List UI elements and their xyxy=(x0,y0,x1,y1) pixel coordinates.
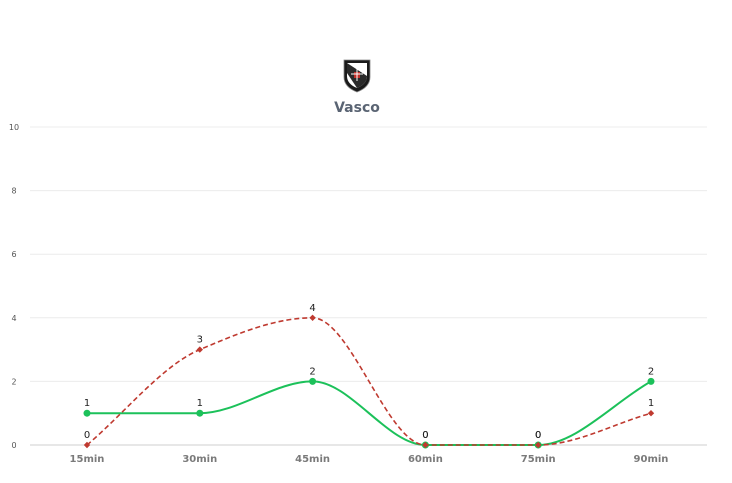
data-point-red[interactable] xyxy=(422,441,429,449)
y-tick-label: 6 xyxy=(11,250,16,259)
data-label-green: 2 xyxy=(309,366,315,377)
data-label-red: 0 xyxy=(535,430,541,441)
data-label-red: 0 xyxy=(84,430,90,441)
series-layer xyxy=(83,314,655,449)
y-tick-label: 0 xyxy=(11,441,16,450)
y-axis: 0 2 4 6 8 10 xyxy=(9,123,19,450)
data-label-green: 0 xyxy=(535,430,541,441)
x-tick-label: 15min xyxy=(70,454,105,465)
data-label-green: 0 xyxy=(422,430,428,441)
y-tick-label: 4 xyxy=(11,314,16,323)
data-point-red[interactable] xyxy=(309,314,316,321)
data-label-red: 1 xyxy=(648,398,654,409)
data-label-green: 2 xyxy=(648,366,654,377)
data-point-red[interactable] xyxy=(647,410,655,417)
x-tick-label: 75min xyxy=(521,454,556,465)
data-point-green[interactable] xyxy=(309,377,317,385)
data-point-red[interactable] xyxy=(535,441,542,449)
data-point-red[interactable] xyxy=(196,346,203,353)
x-tick-label: 30min xyxy=(182,454,217,465)
x-tick-label: 60min xyxy=(408,454,443,465)
grid-lines xyxy=(30,126,707,446)
data-point-green[interactable] xyxy=(647,377,655,385)
data-label-red: 3 xyxy=(197,335,203,346)
x-tick-label: 90min xyxy=(634,454,669,465)
data-label-red: 4 xyxy=(309,303,315,314)
x-axis: 15min 30min 45min 60min 75min 90min xyxy=(70,454,669,465)
chart-title: Vasco xyxy=(334,100,380,116)
x-tick-label: 45min xyxy=(295,454,330,465)
data-point-red[interactable] xyxy=(83,441,91,449)
data-point-green[interactable] xyxy=(196,409,204,417)
series-line-green xyxy=(87,380,652,446)
y-tick-label: 10 xyxy=(9,123,19,132)
data-label-green: 1 xyxy=(84,398,90,409)
y-tick-label: 8 xyxy=(11,187,16,196)
y-tick-label: 2 xyxy=(11,377,16,386)
data-label-red: 0 xyxy=(422,430,428,441)
vasco-crest-icon xyxy=(343,59,371,93)
data-label-green: 1 xyxy=(197,398,203,409)
data-point-green[interactable] xyxy=(83,409,91,417)
